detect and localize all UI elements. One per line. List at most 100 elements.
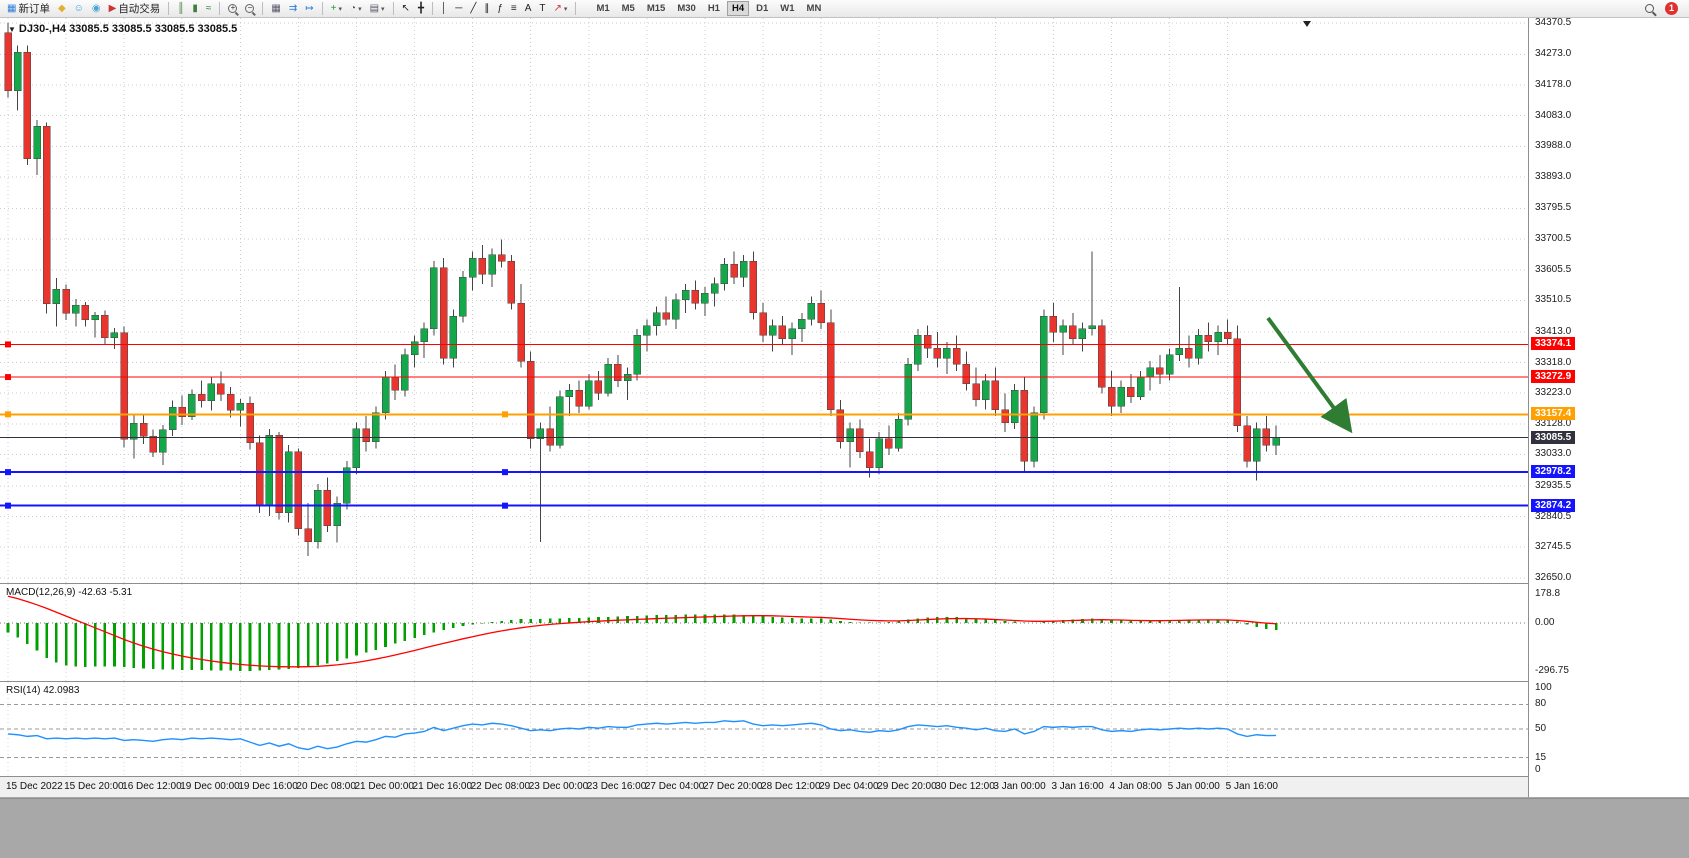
autotrade-button[interactable]: ▶ 自动交易 xyxy=(106,1,164,16)
toolbar-separator xyxy=(392,2,394,15)
bar-chart-button[interactable]: ║ xyxy=(174,1,187,16)
fibonacci-button[interactable]: ƒ xyxy=(494,1,506,16)
zoom-out-button[interactable]: − xyxy=(242,1,257,16)
timeframe-h4[interactable]: H4 xyxy=(726,1,750,16)
timeframe-m5[interactable]: M5 xyxy=(617,1,640,16)
chart-shift-icon: ↦ xyxy=(305,2,314,14)
timeframe-mn[interactable]: MN xyxy=(802,1,827,16)
cursor-button[interactable]: ↖ xyxy=(399,1,413,16)
time-axis-label: 28 Dec 12:00 xyxy=(761,781,821,792)
rsi-scale-label: 100 xyxy=(1535,682,1552,693)
timeframe-w1[interactable]: W1 xyxy=(775,1,799,16)
price-axis-label: 34178.0 xyxy=(1535,79,1572,91)
price-axis-label: 34083.0 xyxy=(1535,109,1572,121)
market-watch-button[interactable]: ☺ xyxy=(71,1,87,16)
panel-divider xyxy=(0,681,1689,682)
horizontal-line-button[interactable]: ─ xyxy=(452,1,465,16)
line-chart-icon: ≈ xyxy=(205,2,212,14)
time-axis-label: 22 Dec 08:00 xyxy=(470,781,531,792)
alerts-button[interactable]: ◉ xyxy=(89,1,104,16)
text-button[interactable]: A xyxy=(522,1,535,16)
notification-badge[interactable]: 1 xyxy=(1665,2,1678,15)
text-label-button[interactable]: T xyxy=(536,1,548,16)
equidistant-channel-button[interactable]: ∥ xyxy=(481,1,492,16)
search-button[interactable] xyxy=(1642,1,1657,16)
price-axis-label: 32935.5 xyxy=(1535,479,1572,491)
price-axis-label: 33223.0 xyxy=(1535,387,1572,399)
periods-button[interactable]: ◔ ▾ xyxy=(347,1,365,16)
toolbar-separator xyxy=(431,2,433,15)
grid-button[interactable]: ≡ xyxy=(508,1,520,16)
price-tag: 32874.2 xyxy=(1531,498,1576,512)
text-label-icon: T xyxy=(539,2,546,14)
auto-scroll-button[interactable]: ⇉ xyxy=(286,1,300,16)
time-axis[interactable]: 15 Dec 2022 15 Dec 20:00 16 Dec 12:00 19 De… xyxy=(0,777,1528,797)
time-axis-label: 29 Dec 20:00 xyxy=(877,781,937,792)
toolbar-separator xyxy=(321,2,323,15)
toolbar-separator xyxy=(262,2,264,15)
new-order-icon: ▦ xyxy=(7,2,17,14)
time-axis-label: 21 Dec 00:00 xyxy=(354,781,414,792)
price-chart[interactable] xyxy=(0,18,1528,583)
time-axis-label: 27 Dec 20:00 xyxy=(702,781,763,792)
bar-chart-icon: ║ xyxy=(177,2,185,14)
rsi-scale-label: 80 xyxy=(1535,698,1547,710)
price-axis-label: 33413.0 xyxy=(1535,325,1572,337)
arrows-button[interactable]: ↗ ▾ xyxy=(551,1,571,16)
zoom-in-button[interactable]: + xyxy=(225,1,240,16)
candlestick-chart-button[interactable]: ▮ xyxy=(189,1,201,16)
price-axis-label: 32840.5 xyxy=(1535,510,1572,522)
metaeditor-button[interactable]: ◆ xyxy=(55,1,69,16)
time-axis-label: 5 Jan 00:00 xyxy=(1167,781,1220,792)
price-tag: 33157.4 xyxy=(1531,407,1576,421)
rsi-panel[interactable] xyxy=(0,682,1528,776)
chart-title: ▼ DJ30-,H4 33085.5 33085.5 33085.5 33085.… xyxy=(8,23,237,35)
time-axis-label: 5 Jan 16:00 xyxy=(1225,781,1278,792)
crosshair-icon: ╋ xyxy=(417,2,424,14)
chart-ohlc: 33085.5 33085.5 33085.5 33085.5 xyxy=(69,23,238,35)
price-axis-label: 32745.5 xyxy=(1535,541,1572,553)
tile-windows-button[interactable]: ▦ xyxy=(268,1,283,16)
timeframe-m15[interactable]: M15 xyxy=(642,1,670,16)
price-axis-label: 34370.5 xyxy=(1535,17,1572,28)
caret-icon: ▾ xyxy=(381,5,385,13)
text-icon: A xyxy=(524,2,532,14)
time-axis-label: 16 Dec 12:00 xyxy=(122,781,182,792)
vertical-line-button[interactable]: │ xyxy=(438,1,450,16)
time-axis-label: 23 Dec 16:00 xyxy=(586,781,647,792)
timeframe-m1[interactable]: M1 xyxy=(591,1,614,16)
line-chart-button[interactable]: ≈ xyxy=(203,1,215,16)
rsi-scale-label: 0 xyxy=(1535,764,1541,775)
autotrade-button-label: 自动交易 xyxy=(118,3,161,15)
time-axis-label: 3 Jan 00:00 xyxy=(993,781,1046,792)
toolbar-separator xyxy=(168,2,170,15)
price-tag: 33374.1 xyxy=(1531,337,1576,351)
new-order-button[interactable]: ▦ 新订单 xyxy=(4,1,53,16)
macd-panel[interactable] xyxy=(0,584,1528,681)
rsi-scale-label: 50 xyxy=(1535,723,1547,734)
price-axis-label: 34273.0 xyxy=(1535,48,1572,60)
macd-scale-label: -296.75 xyxy=(1535,665,1569,676)
indicators-button[interactable]: + ▾ xyxy=(328,1,345,16)
timeframe-m30[interactable]: M30 xyxy=(672,1,700,16)
templates-button[interactable]: ▤ ▾ xyxy=(367,1,388,16)
candlestick-chart-icon: ▮ xyxy=(192,2,198,14)
timeframe-d1[interactable]: D1 xyxy=(751,1,773,16)
chart-symbol-period: DJ30-,H4 xyxy=(18,23,66,35)
timeframe-group: M1 M5 M15 M30 H1 H4 D1 W1 MN xyxy=(590,1,827,16)
time-axis-label: 3 Jan 16:00 xyxy=(1051,781,1104,792)
vertical-line-icon: │ xyxy=(440,2,448,14)
trendline-button[interactable]: ╱ xyxy=(467,1,479,16)
price-axis[interactable]: 34370.5 34273.0 34178.0 34083.0 33988.0 33893… xyxy=(1528,17,1689,797)
autotrade-icon: ▶ xyxy=(108,2,117,14)
time-axis-label: 29 Dec 04:00 xyxy=(819,781,879,792)
chart-shift-marker[interactable] xyxy=(1303,21,1311,27)
chart-shift-button[interactable]: ↦ xyxy=(302,1,316,16)
timeframe-h1[interactable]: H1 xyxy=(703,1,725,16)
indicators-icon: + xyxy=(330,2,337,14)
crosshair-button[interactable]: ╋ xyxy=(415,1,427,16)
time-axis-label: 21 Dec 16:00 xyxy=(412,781,473,792)
price-tag: 33272.9 xyxy=(1531,370,1576,384)
rsi-scale-label: 15 xyxy=(1535,751,1547,763)
collapse-icon[interactable]: ▼ xyxy=(8,25,16,34)
